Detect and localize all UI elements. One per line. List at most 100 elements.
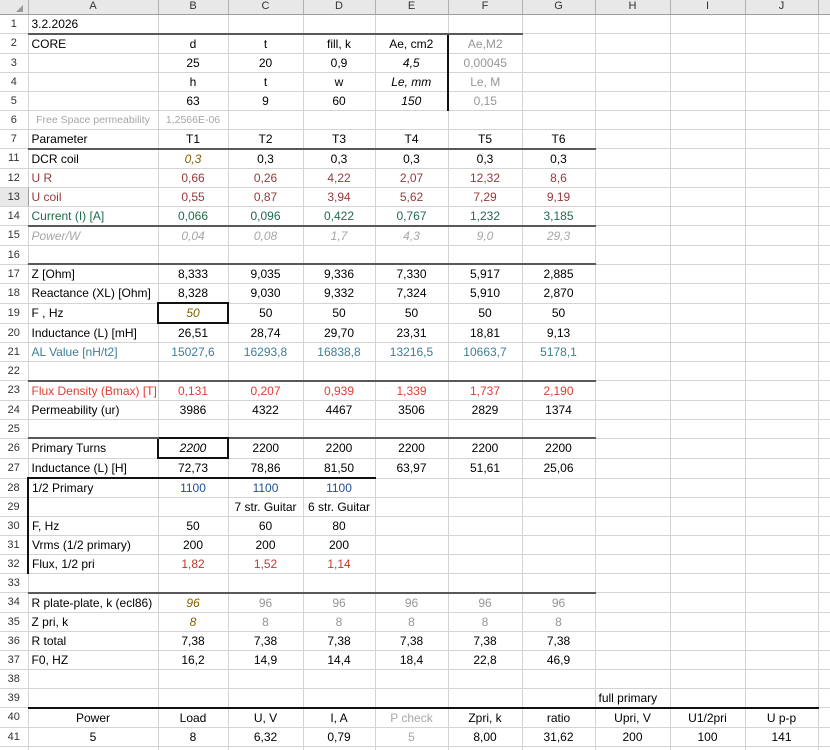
cell-I15[interactable] bbox=[670, 225, 746, 246]
cell-A21[interactable]: AL Value [nH/t2] bbox=[28, 342, 159, 362]
cell-H34[interactable] bbox=[595, 592, 671, 613]
cell-E27[interactable]: 63,97 bbox=[375, 458, 449, 479]
cell-A41[interactable]: 5 bbox=[28, 727, 159, 747]
cell-A35[interactable]: Z pri, k bbox=[28, 612, 159, 632]
cell-H41[interactable]: 200 bbox=[595, 727, 671, 747]
cell-J15[interactable] bbox=[745, 225, 819, 246]
cell-C34[interactable]: 96 bbox=[228, 591, 304, 613]
cell-F7[interactable]: T5 bbox=[448, 129, 523, 149]
cell-H19[interactable] bbox=[595, 303, 671, 324]
cell-B38[interactable] bbox=[158, 669, 229, 689]
cell-E38[interactable] bbox=[375, 669, 449, 689]
cell-E30[interactable] bbox=[375, 516, 449, 536]
cell-C39[interactable] bbox=[228, 688, 304, 708]
cell-F3[interactable]: 0,00045 bbox=[447, 53, 523, 73]
column-header-H[interactable]: H bbox=[595, 0, 671, 15]
cell-B28[interactable]: 1100 bbox=[158, 477, 229, 498]
cell-A42[interactable]: 8 bbox=[28, 746, 159, 750]
cell-H14[interactable] bbox=[595, 206, 671, 226]
cell-D24[interactable]: 4467 bbox=[303, 400, 376, 420]
row-header-19[interactable]: 19 bbox=[0, 303, 29, 324]
row-header-25[interactable]: 25 bbox=[0, 419, 29, 439]
cell-F33[interactable] bbox=[448, 573, 523, 593]
cell-D3[interactable]: 0,9 bbox=[303, 53, 376, 73]
cell-B27[interactable]: 72,73 bbox=[158, 458, 229, 479]
cell-G39[interactable] bbox=[522, 688, 596, 708]
cell-K18[interactable] bbox=[818, 283, 830, 304]
cell-E25[interactable] bbox=[375, 419, 449, 439]
cell-J42[interactable]: 179 bbox=[745, 746, 819, 750]
row-header-17[interactable]: 17 bbox=[0, 264, 29, 284]
cell-C22[interactable] bbox=[228, 361, 304, 381]
cell-B4[interactable]: h bbox=[158, 72, 229, 92]
cell-J6[interactable] bbox=[745, 110, 819, 130]
cell-K35[interactable] bbox=[818, 612, 830, 632]
cell-F6[interactable] bbox=[448, 110, 523, 130]
cell-A22[interactable] bbox=[28, 361, 159, 381]
cell-D12[interactable]: 4,22 bbox=[303, 168, 376, 188]
cell-C38[interactable] bbox=[228, 669, 304, 689]
cell-C4[interactable]: t bbox=[228, 72, 304, 92]
cell-B16[interactable] bbox=[158, 245, 229, 265]
row-header-28[interactable]: 28 bbox=[0, 478, 29, 498]
cell-J30[interactable] bbox=[745, 516, 819, 536]
cell-B31[interactable]: 200 bbox=[158, 535, 229, 555]
cell-A29[interactable] bbox=[27, 497, 159, 517]
cell-F15[interactable]: 9,0 bbox=[448, 224, 523, 246]
cell-D41[interactable]: 0,79 bbox=[303, 727, 376, 747]
cell-C11[interactable]: 0,3 bbox=[228, 147, 304, 169]
cell-E5[interactable]: 150 bbox=[375, 91, 449, 111]
cell-J19[interactable] bbox=[745, 303, 819, 324]
cell-B35[interactable]: 8 bbox=[158, 612, 229, 632]
cell-B19-selected[interactable]: 50 bbox=[157, 302, 229, 324]
cell-H23[interactable] bbox=[595, 380, 671, 401]
cell-C35[interactable]: 8 bbox=[228, 612, 304, 632]
cell-H6[interactable] bbox=[595, 110, 671, 130]
cell-B32[interactable]: 1,82 bbox=[158, 554, 229, 574]
cell-J23[interactable] bbox=[745, 380, 819, 401]
cell-D31[interactable]: 200 bbox=[303, 535, 376, 555]
row-header-31[interactable]: 31 bbox=[0, 535, 29, 555]
row-header-2[interactable]: 2 bbox=[0, 33, 29, 54]
cell-I33[interactable] bbox=[670, 573, 746, 593]
cell-G18[interactable]: 2,870 bbox=[522, 283, 596, 304]
cell-D42[interactable]: 1,00 bbox=[303, 746, 376, 750]
cell-C25[interactable] bbox=[228, 419, 304, 439]
cell-D27[interactable]: 81,50 bbox=[303, 458, 376, 479]
cell-K17[interactable] bbox=[818, 264, 830, 284]
cell-H38[interactable] bbox=[595, 669, 671, 689]
row-header-23[interactable]: 23 bbox=[0, 380, 29, 401]
cell-E2[interactable]: Ae, cm2 bbox=[375, 32, 449, 54]
cell-F37[interactable]: 22,8 bbox=[448, 650, 523, 670]
cell-I38[interactable] bbox=[670, 669, 746, 689]
cell-I28[interactable] bbox=[670, 478, 746, 498]
cell-K14[interactable] bbox=[818, 206, 830, 226]
cell-F14[interactable]: 1,232 bbox=[448, 206, 523, 226]
cell-H1[interactable] bbox=[595, 14, 671, 34]
cell-G5[interactable] bbox=[522, 91, 596, 111]
cell-H2[interactable] bbox=[595, 33, 671, 54]
cell-J31[interactable] bbox=[745, 535, 819, 555]
cell-F18[interactable]: 5,910 bbox=[448, 283, 523, 304]
column-header-D[interactable]: D bbox=[303, 0, 376, 15]
cell-D36[interactable]: 7,38 bbox=[303, 631, 376, 651]
cell-I7[interactable] bbox=[670, 129, 746, 149]
cell-H22[interactable] bbox=[595, 361, 671, 381]
cell-A37[interactable]: F0, HZ bbox=[28, 650, 159, 670]
cell-E21[interactable]: 13216,5 bbox=[375, 342, 449, 362]
cell-A3[interactable] bbox=[28, 53, 159, 73]
cell-I19[interactable] bbox=[670, 303, 746, 324]
cell-A31[interactable]: Vrms (1/2 primary) bbox=[27, 535, 159, 555]
cell-H3[interactable] bbox=[595, 53, 671, 73]
cell-E26[interactable]: 2200 bbox=[375, 437, 449, 459]
cell-K7[interactable] bbox=[818, 129, 830, 149]
cell-I39[interactable] bbox=[670, 688, 746, 708]
cell-H29[interactable] bbox=[595, 497, 671, 517]
cell-I27[interactable] bbox=[670, 458, 746, 479]
cell-D22[interactable] bbox=[303, 361, 376, 381]
cell-E41[interactable]: 5 bbox=[375, 727, 449, 747]
cell-J32[interactable] bbox=[745, 554, 819, 574]
cell-H37[interactable] bbox=[595, 650, 671, 670]
cell-C21[interactable]: 16293,8 bbox=[228, 342, 304, 362]
cell-D30[interactable]: 80 bbox=[303, 516, 376, 536]
